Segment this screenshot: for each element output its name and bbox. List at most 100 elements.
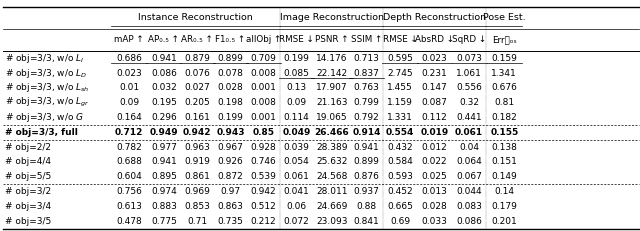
Text: 0.941: 0.941 — [151, 158, 177, 167]
Text: SqRD ↓: SqRD ↓ — [452, 35, 486, 44]
Text: 0.072: 0.072 — [284, 217, 310, 226]
Text: 0.584: 0.584 — [387, 158, 413, 167]
Text: # obj=3/4: # obj=3/4 — [5, 202, 51, 211]
Text: 0.735: 0.735 — [218, 217, 243, 226]
Text: 14.176: 14.176 — [316, 54, 348, 63]
Text: Err₟ₒₛ: Err₟ₒₛ — [492, 35, 516, 44]
Text: # obj=3/3, w/o $L_I$: # obj=3/3, w/o $L_I$ — [5, 52, 84, 65]
Text: 0.012: 0.012 — [422, 143, 447, 152]
Text: 0.14: 0.14 — [494, 187, 515, 196]
Text: 0.441: 0.441 — [456, 113, 482, 122]
Text: 0.949: 0.949 — [150, 128, 178, 137]
Text: 1.159: 1.159 — [387, 98, 413, 107]
Text: 0.033: 0.033 — [422, 217, 447, 226]
Text: 0.853: 0.853 — [184, 202, 210, 211]
Text: 0.85: 0.85 — [253, 128, 275, 137]
Text: 0.155: 0.155 — [490, 128, 518, 137]
Text: # obj=3/3, full: # obj=3/3, full — [5, 128, 78, 137]
Text: 0.195: 0.195 — [151, 98, 177, 107]
Text: 0.595: 0.595 — [387, 54, 413, 63]
Text: 0.872: 0.872 — [218, 172, 243, 181]
Text: 0.713: 0.713 — [354, 54, 380, 63]
Text: AP₀.₅ ↑: AP₀.₅ ↑ — [148, 35, 179, 44]
Text: 1.331: 1.331 — [387, 113, 413, 122]
Text: mAP ↑: mAP ↑ — [114, 35, 144, 44]
Text: 0.879: 0.879 — [184, 54, 210, 63]
Text: 0.837: 0.837 — [354, 69, 380, 78]
Text: 0.841: 0.841 — [354, 217, 380, 226]
Text: 0.205: 0.205 — [184, 98, 210, 107]
Text: 0.027: 0.027 — [184, 83, 210, 92]
Text: 0.974: 0.974 — [151, 187, 177, 196]
Text: 0.941: 0.941 — [354, 143, 380, 152]
Text: 0.022: 0.022 — [422, 158, 447, 167]
Text: 0.199: 0.199 — [218, 113, 243, 122]
Text: 17.907: 17.907 — [316, 83, 348, 92]
Text: 0.512: 0.512 — [251, 202, 276, 211]
Text: 0.231: 0.231 — [422, 69, 447, 78]
Text: 0.001: 0.001 — [251, 113, 276, 122]
Text: 0.914: 0.914 — [353, 128, 381, 137]
Text: 0.04: 0.04 — [459, 143, 479, 152]
Text: 0.073: 0.073 — [456, 54, 482, 63]
Text: 0.151: 0.151 — [492, 158, 517, 167]
Text: 0.942: 0.942 — [183, 128, 211, 137]
Text: 0.085: 0.085 — [284, 69, 310, 78]
Text: 0.899: 0.899 — [218, 54, 243, 63]
Text: 0.09: 0.09 — [119, 98, 139, 107]
Text: 0.539: 0.539 — [251, 172, 276, 181]
Text: 24.669: 24.669 — [316, 202, 348, 211]
Text: 0.943: 0.943 — [216, 128, 244, 137]
Text: 0.782: 0.782 — [116, 143, 142, 152]
Text: 0.023: 0.023 — [422, 54, 447, 63]
Text: 0.942: 0.942 — [251, 187, 276, 196]
Text: 0.688: 0.688 — [116, 158, 142, 167]
Text: 0.025: 0.025 — [422, 172, 447, 181]
Text: # obj=3/3, w/o $G$: # obj=3/3, w/o $G$ — [5, 111, 84, 124]
Text: 1.455: 1.455 — [387, 83, 413, 92]
Text: 0.967: 0.967 — [218, 143, 243, 152]
Text: 0.686: 0.686 — [116, 54, 142, 63]
Text: 0.69: 0.69 — [390, 217, 410, 226]
Text: 0.008: 0.008 — [251, 69, 276, 78]
Text: 0.775: 0.775 — [151, 217, 177, 226]
Text: 25.632: 25.632 — [316, 158, 348, 167]
Text: 0.201: 0.201 — [492, 217, 517, 226]
Text: 0.023: 0.023 — [116, 69, 142, 78]
Text: 0.863: 0.863 — [218, 202, 243, 211]
Text: 0.013: 0.013 — [422, 187, 447, 196]
Text: 0.149: 0.149 — [492, 172, 517, 181]
Text: 0.883: 0.883 — [151, 202, 177, 211]
Text: 0.028: 0.028 — [218, 83, 243, 92]
Text: 0.086: 0.086 — [456, 217, 482, 226]
Text: 0.963: 0.963 — [184, 143, 210, 152]
Text: 0.159: 0.159 — [492, 54, 517, 63]
Text: 0.665: 0.665 — [387, 202, 413, 211]
Text: allObj ↑: allObj ↑ — [246, 35, 282, 44]
Text: AbsRD ↓: AbsRD ↓ — [415, 35, 454, 44]
Text: RMSE ↓: RMSE ↓ — [279, 35, 314, 44]
Text: 0.919: 0.919 — [184, 158, 210, 167]
Text: 0.061: 0.061 — [284, 172, 310, 181]
Text: 0.054: 0.054 — [284, 158, 310, 167]
Text: 0.676: 0.676 — [492, 83, 517, 92]
Text: 0.078: 0.078 — [218, 69, 243, 78]
Text: 0.138: 0.138 — [492, 143, 517, 152]
Text: 0.32: 0.32 — [459, 98, 479, 107]
Text: 26.466: 26.466 — [314, 128, 349, 137]
Text: 0.147: 0.147 — [422, 83, 447, 92]
Text: 28.011: 28.011 — [316, 187, 348, 196]
Text: 0.926: 0.926 — [218, 158, 243, 167]
Text: 0.182: 0.182 — [492, 113, 517, 122]
Text: 0.198: 0.198 — [218, 98, 243, 107]
Text: Pose Est.: Pose Est. — [483, 13, 525, 22]
Text: 2.745: 2.745 — [387, 69, 413, 78]
Text: 0.041: 0.041 — [284, 187, 310, 196]
Text: 0.087: 0.087 — [422, 98, 447, 107]
Text: 0.969: 0.969 — [184, 187, 210, 196]
Text: # obj=3/5: # obj=3/5 — [5, 217, 51, 226]
Text: 0.452: 0.452 — [387, 187, 413, 196]
Text: 0.861: 0.861 — [184, 172, 210, 181]
Text: 0.09: 0.09 — [287, 98, 307, 107]
Text: 0.049: 0.049 — [282, 128, 311, 137]
